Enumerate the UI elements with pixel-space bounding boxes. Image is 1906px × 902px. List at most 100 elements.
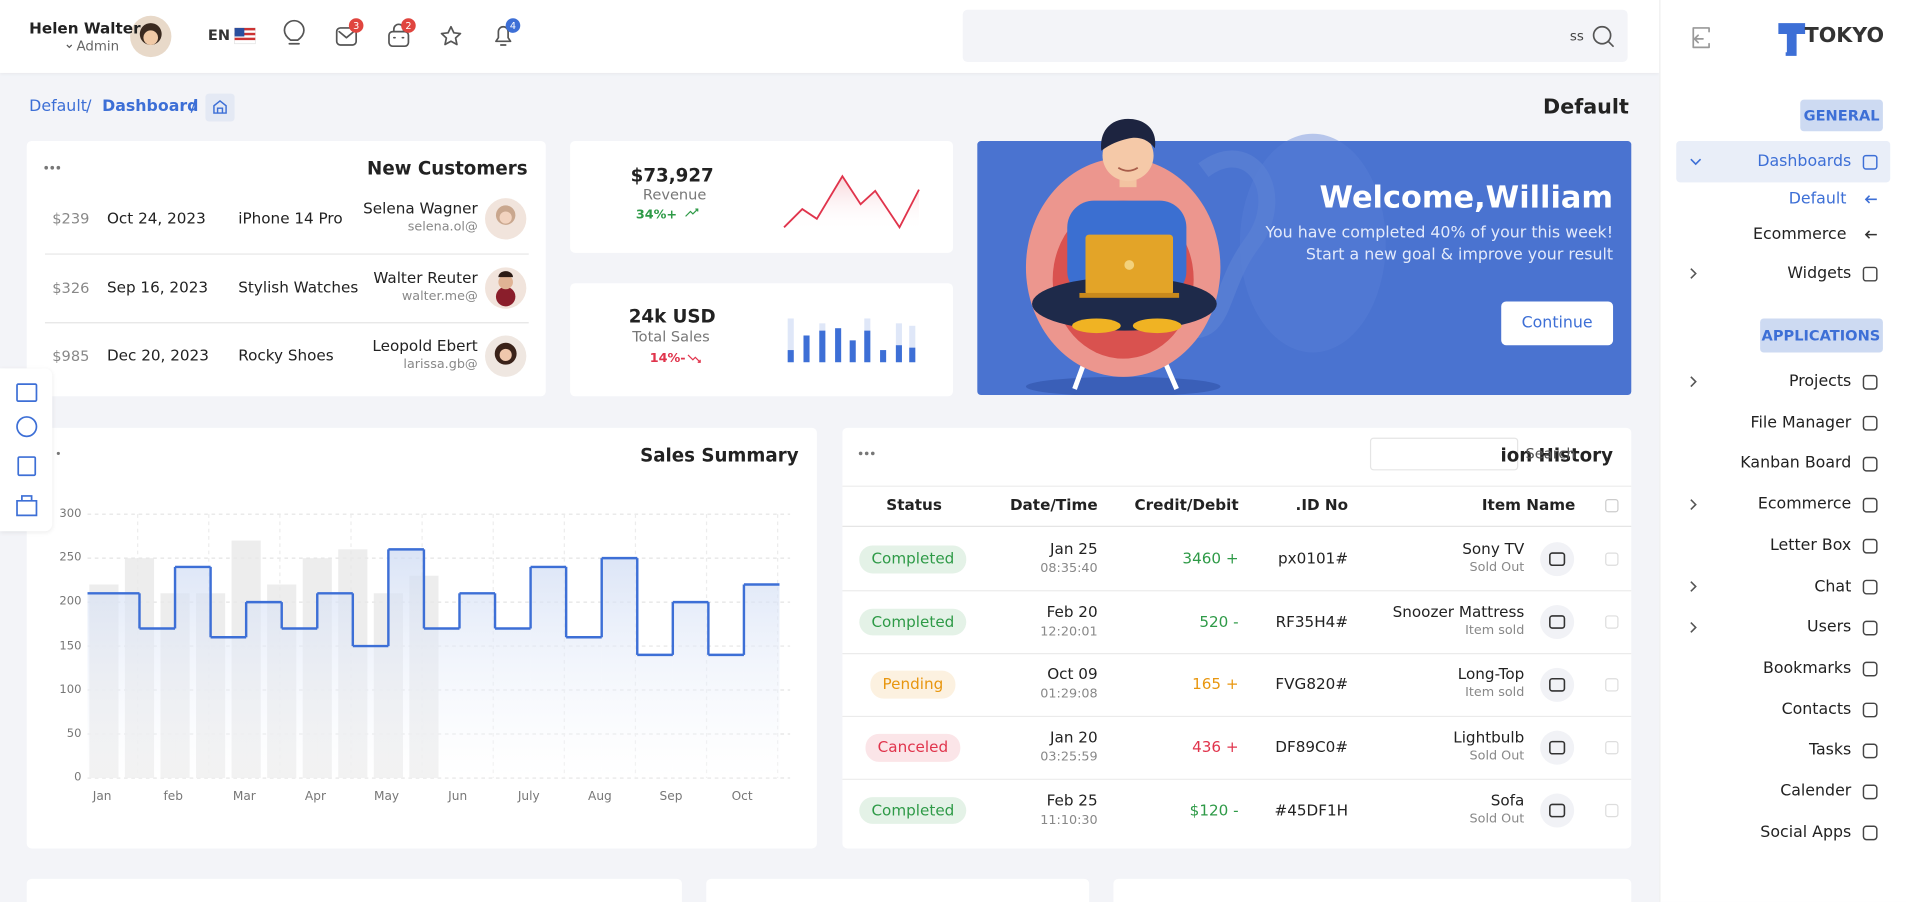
welcome-illustration [1025,118,1386,396]
menu-icon [1862,154,1878,170]
mail-icon[interactable] [335,27,358,46]
continue-button[interactable] [1501,301,1614,346]
search-placeholder[interactable]: Search [1525,444,1576,462]
area [317,593,353,778]
menu-item[interactable]: Dashboards [1757,152,1852,171]
column-header: Date/Time [1009,495,1098,514]
item-icon [1540,730,1575,765]
chevron[interactable] [1690,622,1697,633]
bell-icon[interactable] [495,25,512,46]
card-title: Sales Summary [640,444,799,467]
item-note: Sold Out [1469,560,1525,575]
area [352,646,389,778]
menu-item[interactable]: Bookmarks [1762,659,1852,678]
bag-icon[interactable] [388,23,410,48]
more-icon[interactable] [44,165,61,170]
star-icon[interactable] [440,25,462,46]
menu-item[interactable]: Calender [1780,782,1852,801]
breadcrumb-link[interactable]: Dashboard [102,97,199,117]
trend-up-icon [685,208,699,217]
menu-icon [1862,702,1878,718]
menu-item[interactable]: Ecommerce [1757,495,1852,514]
search-box[interactable] [962,9,1628,62]
checkbox[interactable] [1605,498,1619,513]
item-name: Snoozer Mattress [1392,602,1525,621]
checkbox[interactable] [1605,552,1619,566]
x-tick-label: Sep [659,790,683,804]
float-icons[interactable] [16,383,38,517]
checkbox[interactable] [1605,615,1619,629]
collapse-icon[interactable] [1692,27,1710,49]
menu-icon [1862,497,1878,513]
chevron[interactable] [1690,376,1697,388]
bulb-icon[interactable] [283,19,305,45]
customer-email: selena.ol@ [407,219,478,235]
more-icon[interactable] [858,451,875,456]
user-name[interactable]: Helen Walter [29,19,141,38]
menu-item[interactable]: Ecommerce [1753,225,1847,244]
item-icon-glyph [1549,740,1566,755]
item-icon [1540,667,1575,702]
welcome-title: Welcome,William [1319,179,1614,215]
amount: $326 [52,278,90,296]
menu-item[interactable]: Default [1788,190,1847,209]
time: 12:20:01 [1040,624,1098,639]
more-icon[interactable] [56,451,60,455]
checkbox[interactable] [1605,803,1619,818]
flag[interactable] [234,27,256,45]
breadcrumb-link[interactable]: Default [29,97,87,117]
search-text[interactable]: ss [1569,28,1584,45]
checkbox[interactable] [1605,678,1619,692]
button-label[interactable]: Continue [1521,314,1593,333]
checkbox[interactable] [1605,741,1619,755]
column-header: Item Name [1481,495,1576,514]
item-note: Sold Out [1469,748,1525,764]
stat-label: Total Sales [632,328,710,346]
card-title: ion History [1500,444,1614,467]
item-name: Sony TV [1462,539,1525,558]
menu-item[interactable]: File Manager [1750,413,1852,432]
menu-item[interactable]: Tasks [1808,741,1852,760]
product: Stylish Watches [238,277,359,296]
item-name: Sofa [1490,790,1525,810]
amount: $120 - [1189,800,1239,819]
search-icon[interactable] [1592,25,1614,48]
area [281,628,318,778]
id: DF89C0# [1275,737,1349,756]
home-icon[interactable] [213,99,227,114]
menu-item[interactable]: Chat [1814,577,1852,596]
menu-item[interactable]: Widgets [1787,264,1852,283]
page-title: Default [1543,95,1629,120]
y-tick-label: 150 [59,639,82,653]
area [743,584,780,778]
sub-arrow [1864,195,1877,204]
status-pill: Completed [859,545,967,573]
table-search[interactable] [1369,437,1519,471]
welcome-text: Start a new goal & improve your result [1305,246,1614,265]
area [388,549,424,778]
y-tick-label: 300 [59,507,82,521]
menu-item[interactable]: Contacts [1781,700,1852,719]
menu-icon [1862,784,1878,800]
chevron[interactable] [1690,268,1697,279]
section-title: APPLICATIONS [1761,326,1881,345]
chevron[interactable] [1690,158,1702,166]
amount: 3460 + [1182,549,1239,568]
y-tick-label: 250 [59,551,82,565]
menu-item[interactable]: Kanban Board [1740,454,1852,473]
area [601,558,638,778]
menu-item[interactable]: Users [1807,618,1852,637]
avatar[interactable] [130,15,172,58]
chevron[interactable] [1690,581,1697,592]
time: 11:10:30 [1040,812,1098,828]
chevron[interactable] [1690,499,1697,510]
menu-item[interactable]: Letter Box [1770,536,1852,555]
language[interactable]: EN [207,26,231,44]
menu-item[interactable]: Projects [1788,372,1852,391]
area [210,637,247,778]
menu-item[interactable]: Social Apps [1760,823,1852,842]
customer-email: walter.me@ [401,288,478,303]
date: Feb 25 [1046,790,1098,810]
column-header: .ID No [1295,495,1349,514]
